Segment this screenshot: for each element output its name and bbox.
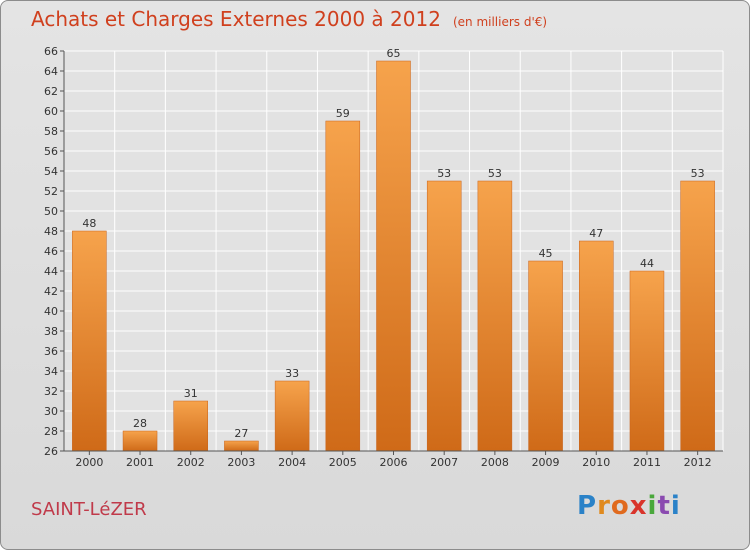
bar-2011 [629, 270, 665, 452]
data-label: 45 [539, 247, 553, 260]
x-tick-label: 2001 [126, 456, 154, 469]
bar-2000 [72, 230, 107, 452]
bar-2002 [173, 400, 208, 452]
y-tick-label: 60 [44, 105, 58, 118]
logo-letter: P [577, 491, 598, 521]
y-tick-label: 30 [44, 405, 58, 418]
data-label: 53 [437, 167, 451, 180]
x-tick-label: 2000 [75, 456, 103, 469]
y-tick-label: 56 [44, 145, 58, 158]
x-tick-label: 2011 [633, 456, 661, 469]
y-tick-label: 48 [44, 225, 58, 238]
y-tick-label: 62 [44, 85, 58, 98]
x-tick-label: 2008 [481, 456, 509, 469]
bar-2007 [426, 180, 462, 452]
y-tick-label: 32 [44, 385, 58, 398]
data-label: 65 [387, 47, 401, 60]
y-tick-label: 38 [44, 325, 58, 338]
y-tick-label: 28 [44, 425, 58, 438]
chart-unit: (en milliers d'€) [452, 15, 548, 29]
data-label: 27 [234, 427, 248, 440]
bar-2010 [579, 240, 614, 452]
x-tick-label: 2003 [227, 456, 255, 469]
data-label: 44 [640, 257, 654, 270]
bar-2005 [325, 120, 361, 452]
y-tick-label: 26 [44, 445, 58, 458]
bars [72, 60, 715, 452]
y-tick-label: 44 [44, 265, 58, 278]
bar-2004 [274, 380, 310, 452]
y-tick-label: 46 [44, 245, 58, 258]
x-tick-label: 2006 [380, 456, 408, 469]
logo-letter: r [597, 491, 611, 521]
y-tick-label: 42 [44, 285, 58, 298]
y-tick-label: 58 [44, 125, 58, 138]
logo-letter: t [657, 491, 671, 521]
bar-2008 [477, 180, 513, 452]
x-tick-label: 2010 [582, 456, 610, 469]
logo-letter: i [670, 491, 681, 521]
y-tick-label: 54 [44, 165, 58, 178]
y-tick-label: 64 [44, 65, 58, 78]
data-label: 53 [691, 167, 705, 180]
y-tick-label: 50 [44, 205, 58, 218]
bar-2006 [376, 60, 411, 452]
x-tick-label: 2009 [532, 456, 560, 469]
x-tick-label: 2005 [329, 456, 357, 469]
data-label: 59 [336, 107, 350, 120]
bar-2003 [224, 440, 259, 452]
data-label: 48 [82, 217, 96, 230]
data-label: 47 [589, 227, 603, 240]
bar-2009 [528, 260, 563, 452]
logo-letter: x [629, 491, 648, 521]
data-label: 31 [184, 387, 198, 400]
y-tick-label: 52 [44, 185, 58, 198]
x-tick-label: 2007 [430, 456, 458, 469]
place-name: SAINT-LéZER [31, 499, 147, 520]
bar-2012 [680, 180, 715, 452]
x-tick-label: 2002 [177, 456, 205, 469]
data-label: 53 [488, 167, 502, 180]
data-label: 33 [285, 367, 299, 380]
y-tick-label: 34 [44, 365, 58, 378]
x-tick-label: 2004 [278, 456, 306, 469]
chart-title: Achats et Charges Externes 2000 à 2012 (e… [31, 7, 547, 31]
data-label: 28 [133, 417, 147, 430]
y-tick-label: 36 [44, 345, 58, 358]
y-tick-label: 40 [44, 305, 58, 318]
proxiti-logo: Proxiti [577, 491, 681, 521]
logo-letter: i [647, 491, 658, 521]
logo-letter: o [610, 491, 630, 521]
x-tick-label: 2012 [684, 456, 712, 469]
labels: 2000 48 2001 28 2002 31 2003 27 2004 33 2005 59 2006… [75, 47, 711, 469]
bar-2001 [122, 430, 158, 452]
axes: 26 28 30 32 34 36 38 40 42 44 46 48 50 52 54 56 58 60 62 64… [44, 45, 723, 458]
chart-title-text: Achats et Charges Externes 2000 à 2012 [31, 7, 441, 31]
y-tick-label: 66 [44, 45, 58, 58]
